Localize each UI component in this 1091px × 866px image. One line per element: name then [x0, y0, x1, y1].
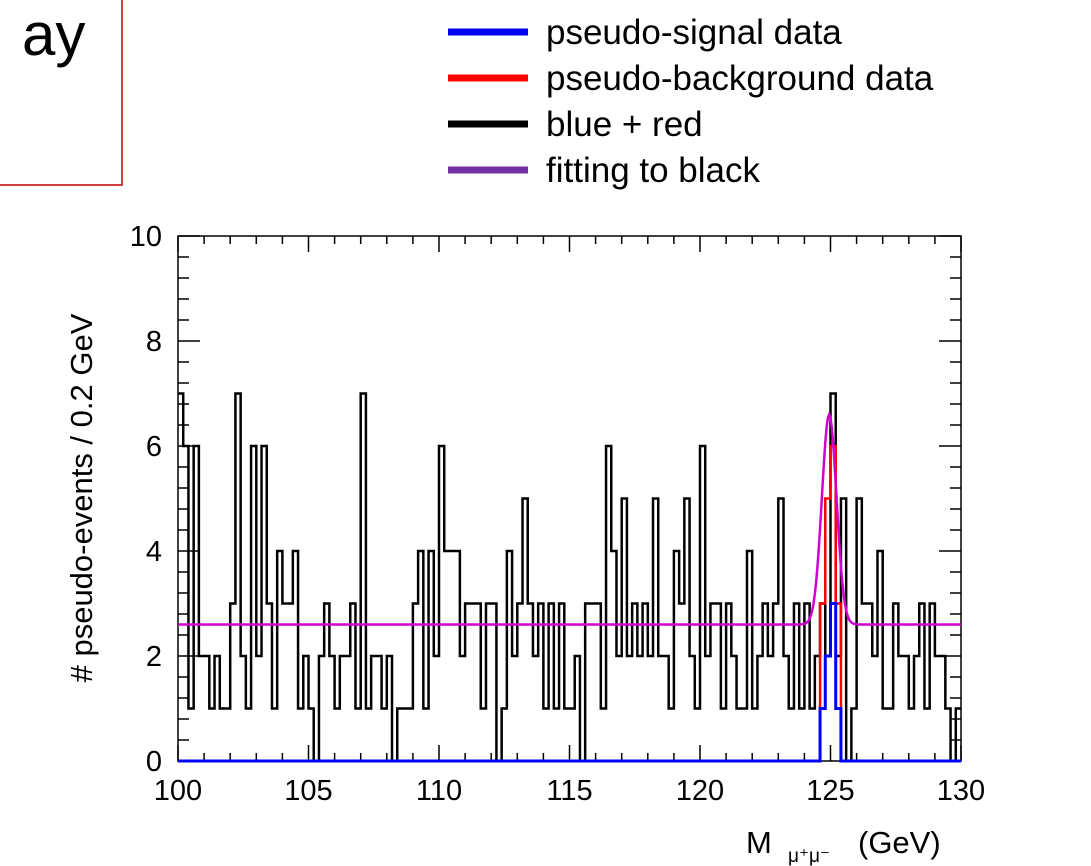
x-tick-label: 100	[154, 775, 202, 807]
x-tick-label: 125	[806, 775, 854, 807]
corner-box: ay	[0, 0, 123, 186]
x-tick-label: 105	[284, 775, 332, 807]
x-tick-label: 115	[546, 775, 592, 807]
y-tick-label: 0	[146, 746, 162, 778]
series-pseudo-signal-data	[178, 602, 961, 763]
y-tick-label: 8	[146, 326, 162, 358]
x-axis-title-unit: (GeV)	[858, 825, 941, 860]
series-pseudo-background-data	[178, 444, 961, 763]
x-axis-title: M μ⁺μ⁻ (GeV)	[746, 825, 941, 866]
y-axis-title: # pseudo-events / 0.2 GeV	[64, 313, 99, 682]
y-tick-label: 2	[146, 641, 162, 673]
series-fitting-to-black	[178, 411, 961, 626]
corner-text: ay	[22, 1, 85, 68]
y-tick-label: 6	[146, 431, 162, 463]
legend-label: pseudo-background data	[546, 59, 934, 98]
series-blue-plus-red	[178, 392, 961, 763]
axis-tick-labels: 100 105 110 115 120 125 130 0 2 4 6 8 10	[130, 221, 985, 807]
y-tick-label: 10	[130, 221, 162, 253]
x-tick-label: 130	[937, 775, 985, 807]
axis-ticks	[177, 235, 962, 762]
x-axis-title-sub: μ⁺μ⁻	[788, 846, 830, 866]
x-tick-label: 120	[676, 775, 724, 807]
legend: pseudo-signal data pseudo-background data…	[448, 13, 934, 190]
legend-label: pseudo-signal data	[546, 13, 842, 52]
x-tick-label: 110	[416, 775, 462, 807]
legend-label: fitting to black	[546, 151, 760, 190]
y-tick-label: 4	[146, 536, 162, 568]
x-axis-title-main: M	[746, 825, 772, 860]
legend-label: blue + red	[546, 105, 703, 144]
